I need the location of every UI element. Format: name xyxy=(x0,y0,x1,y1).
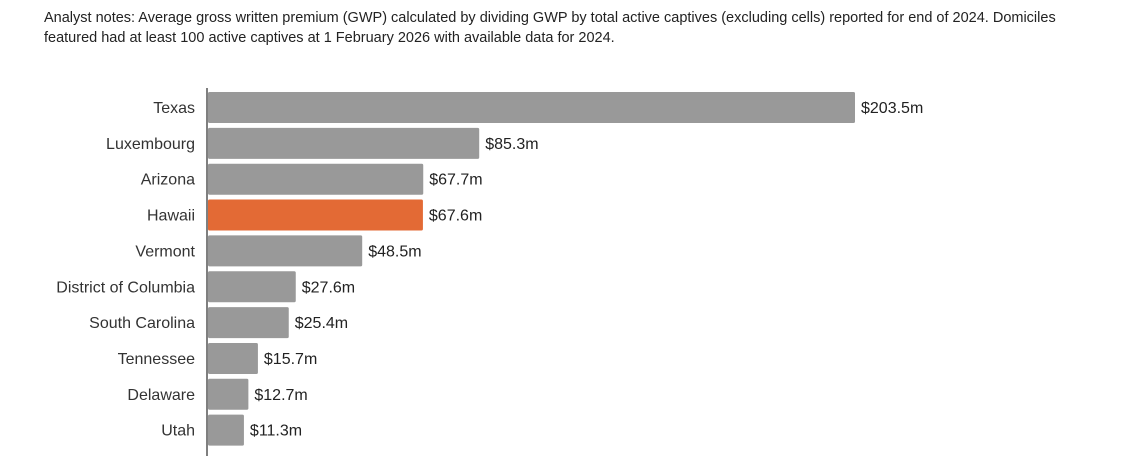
value-label-utah: $11.3m xyxy=(250,423,302,440)
value-label-hawaii: $67.6m xyxy=(429,208,482,225)
category-label-delaware: Delaware xyxy=(127,387,195,404)
bar-tennessee xyxy=(208,342,258,374)
bar-hawaii xyxy=(208,199,423,231)
value-labels-group: $203.5m $85.3m $67.7m $67.6m $48.5m $27.6m $25… xyxy=(250,100,923,440)
bars-group xyxy=(208,92,855,446)
category-label-hawaii: Hawaii xyxy=(147,208,195,225)
bar-district-of-columbia xyxy=(208,271,296,303)
bar-arizona xyxy=(208,163,424,195)
value-label-delaware: $12.7m xyxy=(254,387,307,404)
bar-utah xyxy=(208,414,244,446)
category-label-arizona: Arizona xyxy=(141,172,195,189)
category-label-south-carolina: South Carolina xyxy=(89,315,195,332)
bar-vermont xyxy=(208,235,363,267)
value-label-luxembourg: $85.3m xyxy=(485,136,538,153)
category-label-utah: Utah xyxy=(161,423,195,440)
category-labels-group: Texas Luxembourg Arizona Hawaii Vermont Distr… xyxy=(56,100,195,440)
value-label-texas: $203.5m xyxy=(861,100,923,117)
analyst-notes: Analyst notes: Average gross written pre… xyxy=(44,10,1056,46)
bar-texas xyxy=(208,92,855,123)
category-label-tennessee: Tennessee xyxy=(118,351,195,368)
value-label-south-carolina: $25.4m xyxy=(295,315,348,332)
category-label-texas: Texas xyxy=(153,100,195,117)
bar-luxembourg xyxy=(208,127,480,159)
value-label-district-of-columbia: $27.6m xyxy=(302,279,355,296)
value-label-arizona: $67.7m xyxy=(429,172,482,189)
value-label-tennessee: $15.7m xyxy=(264,351,317,368)
bar-south-carolina xyxy=(208,307,289,339)
category-label-district-of-columbia: District of Columbia xyxy=(56,279,195,296)
value-label-vermont: $48.5m xyxy=(368,243,421,260)
category-label-vermont: Vermont xyxy=(135,243,195,260)
bar-delaware xyxy=(208,378,249,410)
category-label-luxembourg: Luxembourg xyxy=(106,136,195,153)
